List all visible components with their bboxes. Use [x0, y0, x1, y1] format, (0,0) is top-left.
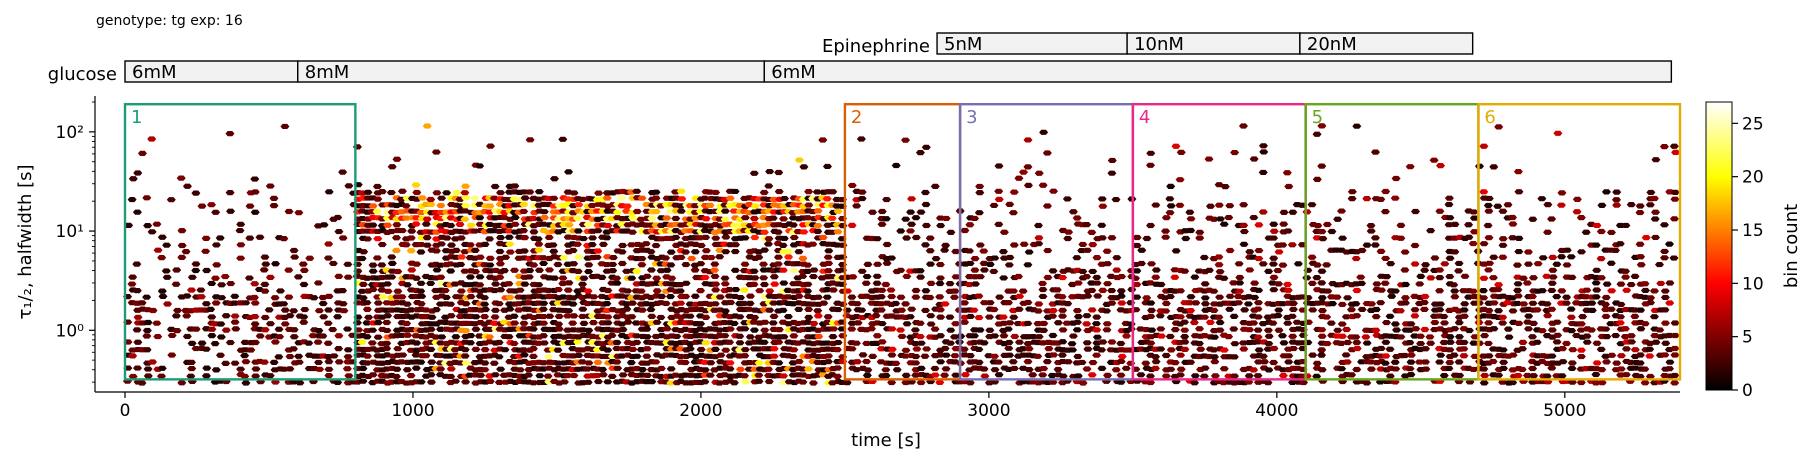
epinephrine-label: Epinephrine — [822, 36, 930, 57]
y-tick-label: 10² — [56, 123, 84, 143]
region-label: 3 — [966, 107, 977, 128]
segment-label: 20nM — [1307, 34, 1357, 55]
y-tick-label: 10⁰ — [56, 321, 85, 341]
y-tick-label: 10¹ — [56, 222, 84, 242]
region-box — [123, 103, 357, 381]
x-axis: 0 1000 2000 3000 4000 5000 — [95, 391, 1680, 421]
segment-box — [297, 60, 765, 83]
hexbin-layer — [122, 123, 1681, 386]
glucose-bar: glucose 6mM 8mM 6mM — [48, 60, 1673, 85]
epinephrine-bar: Epinephrine 5nM 10nM 20nM — [822, 32, 1474, 57]
colorbar-tick-label: 20 — [1742, 168, 1764, 188]
x-tick-label: 4000 — [1255, 401, 1298, 421]
region-label: 6 — [1484, 107, 1495, 128]
region-box — [958, 103, 1135, 381]
colorbar-tick-label: 0 — [1742, 381, 1753, 401]
colorbar: 0 5 10 15 20 25 bin count — [1705, 101, 1802, 401]
colorbar-label: bin count — [1781, 204, 1802, 288]
x-tick-label: 5000 — [1543, 401, 1586, 421]
colorbar-gradient — [1705, 101, 1733, 391]
region-label: 2 — [851, 107, 862, 128]
region-label: 5 — [1312, 107, 1323, 128]
colorbar-ticks: 0 5 10 15 20 25 — [1732, 114, 1764, 401]
y-axis-label: τ₁/₂, halfwidth [s] — [15, 165, 36, 320]
region-box — [1477, 103, 1682, 381]
x-tick-label: 1000 — [391, 401, 434, 421]
segment-box — [763, 60, 1673, 83]
segment-label: 5nM — [944, 34, 982, 55]
region-label: 1 — [131, 107, 142, 128]
colorbar-tick-label: 10 — [1742, 274, 1764, 294]
colorbar-tick-label: 15 — [1742, 221, 1764, 241]
x-tick-label: 0 — [120, 401, 131, 421]
segment-label: 6mM — [132, 62, 177, 83]
region-label: 4 — [1139, 107, 1150, 128]
plot-area: 1 2 3 4 5 6 0 1000 2000 3000 4000 5000 10⁰ 10¹ 10² t… — [15, 96, 1682, 451]
colorbar-tick-label: 5 — [1742, 328, 1753, 348]
region-boxes: 1 2 3 4 5 6 — [123, 103, 1682, 381]
segment-label: 10nM — [1134, 34, 1184, 55]
segment-box — [1299, 32, 1474, 55]
x-tick-label: 2000 — [679, 401, 722, 421]
segment-label: 6mM — [771, 62, 816, 83]
segment-label: 8mM — [305, 62, 350, 83]
glucose-label: glucose — [48, 64, 117, 85]
figure-header: genotype: tg exp: 16 — [96, 13, 243, 29]
x-axis-label: time [s] — [851, 430, 921, 451]
y-axis: 10⁰ 10¹ 10² — [56, 96, 96, 392]
colorbar-tick-label: 25 — [1742, 114, 1764, 134]
x-tick-label: 3000 — [967, 401, 1010, 421]
